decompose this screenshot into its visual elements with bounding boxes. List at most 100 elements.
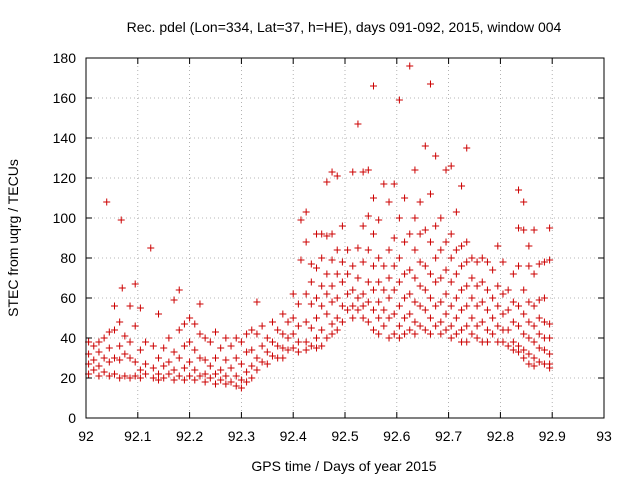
data-point: [369, 286, 377, 294]
x-tick-label: 92.4: [280, 428, 307, 444]
data-point: [426, 80, 434, 88]
data-point: [206, 362, 214, 370]
axis-ticks: 92 92.1 92.2 92.3 92.4 92.5 92.6 92.7 92.8 92.9 93…: [53, 50, 612, 444]
data-point: [421, 306, 429, 314]
data-point: [395, 214, 403, 222]
data-point: [196, 354, 204, 362]
data-point: [509, 338, 517, 346]
data-point: [525, 242, 533, 250]
data-point: [406, 326, 414, 334]
data-point: [385, 198, 393, 206]
data-point: [110, 302, 118, 310]
data-point: [437, 330, 445, 338]
data-point: [494, 322, 502, 330]
data-point: [364, 318, 372, 326]
data-point: [253, 354, 261, 362]
data-point: [421, 326, 429, 334]
data-point: [478, 298, 486, 306]
data-point: [100, 334, 108, 342]
data-point: [504, 306, 512, 314]
data-point: [525, 298, 533, 306]
y-tick-label: 180: [53, 50, 77, 66]
data-point: [515, 342, 523, 350]
data-point: [406, 310, 414, 318]
data-point: [390, 286, 398, 294]
data-point: [390, 234, 398, 242]
data-point: [344, 270, 352, 278]
data-point: [274, 342, 282, 350]
data-point: [369, 230, 377, 238]
data-point: [546, 350, 554, 358]
x-tick-label: 92.8: [487, 428, 514, 444]
data-point: [333, 172, 341, 180]
data-point: [95, 348, 103, 356]
data-point: [463, 258, 471, 266]
data-point: [279, 344, 287, 352]
data-point: [364, 246, 372, 254]
data-point: [421, 142, 429, 150]
data-point: [489, 330, 497, 338]
data-point: [354, 274, 362, 282]
data-point: [411, 166, 419, 174]
data-point: [95, 362, 103, 370]
data-point: [313, 334, 321, 342]
data-point: [149, 374, 157, 382]
data-point: [90, 342, 98, 350]
data-point: [126, 302, 134, 310]
data-point: [131, 372, 139, 380]
data-point: [385, 294, 393, 302]
data-point: [442, 310, 450, 318]
data-point: [116, 374, 124, 382]
data-point: [447, 302, 455, 310]
data-point: [328, 298, 336, 306]
data-point: [217, 344, 225, 352]
y-tick-label: 40: [60, 330, 76, 346]
data-point: [530, 302, 538, 310]
data-point: [530, 338, 538, 346]
data-point: [263, 334, 271, 342]
data-point: [509, 346, 517, 354]
data-point: [116, 318, 124, 326]
data-point: [121, 350, 129, 358]
y-tick-label: 120: [53, 170, 77, 186]
data-point: [447, 334, 455, 342]
data-point: [175, 286, 183, 294]
data-point: [318, 230, 326, 238]
data-point: [401, 194, 409, 202]
data-point: [540, 346, 548, 354]
data-point: [196, 330, 204, 338]
data-point: [530, 226, 538, 234]
data-point: [447, 230, 455, 238]
data-point: [359, 168, 367, 176]
data-point: [333, 314, 341, 322]
data-point: [243, 348, 251, 356]
data-point: [333, 270, 341, 278]
data-point: [217, 366, 225, 374]
data-point: [338, 222, 346, 230]
data-point: [284, 346, 292, 354]
data-point: [411, 246, 419, 254]
data-point: [222, 356, 230, 364]
data-point: [297, 256, 305, 264]
data-point: [121, 332, 129, 340]
data-point: [494, 242, 502, 250]
data-point: [458, 286, 466, 294]
data-point: [380, 322, 388, 330]
data-point: [535, 344, 543, 352]
data-point: [155, 354, 163, 362]
data-point: [232, 354, 240, 362]
data-point: [268, 352, 276, 360]
data-point: [401, 330, 409, 338]
data-point: [515, 348, 523, 356]
data-point: [289, 290, 297, 298]
data-point: [540, 258, 548, 266]
data-point: [489, 294, 497, 302]
data-point: [530, 270, 538, 278]
data-point: [442, 238, 450, 246]
data-point: [375, 298, 383, 306]
data-point: [520, 198, 528, 206]
data-points: [85, 62, 554, 392]
data-point: [515, 262, 523, 270]
data-point: [468, 314, 476, 322]
